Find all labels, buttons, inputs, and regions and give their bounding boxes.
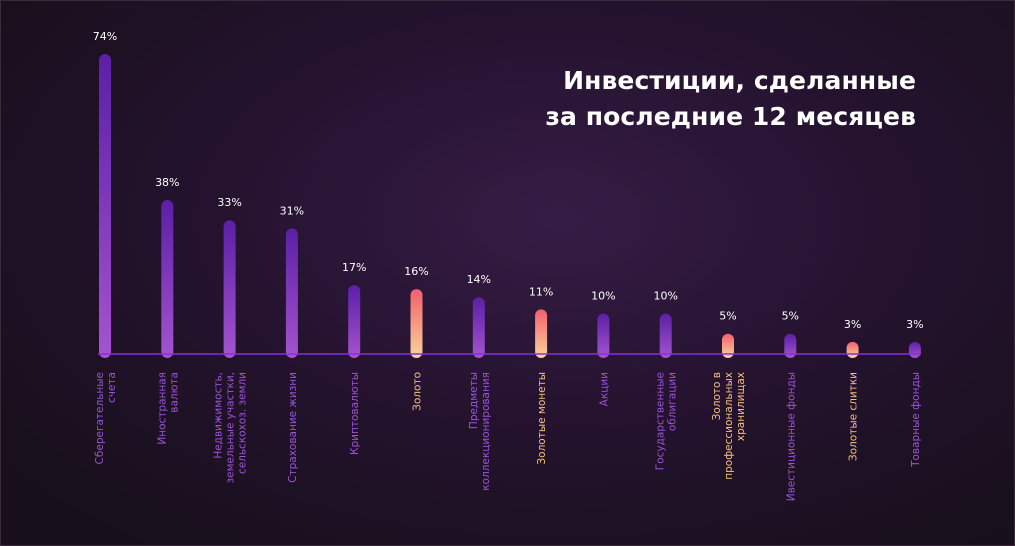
value-label-1: 74% (93, 30, 117, 43)
category-label-11-line-2: профессиональных (723, 372, 735, 480)
value-label-10: 10% (653, 289, 677, 302)
bar-10 (659, 313, 672, 358)
category-label-4-line-1: Страхование жизни (287, 372, 299, 483)
category-label-1-line-2: счета (106, 372, 118, 403)
bar-9 (597, 313, 610, 358)
category-label-5: Криптовалюты (349, 372, 361, 455)
chart-title: Инвестиции, сделанные за последние 12 ме… (545, 63, 916, 135)
category-label-13: Золотые слитки (848, 372, 860, 461)
category-label-10: Государственные облигации (655, 372, 679, 470)
category-label-7: Предметы коллекционирования (468, 372, 492, 491)
category-label-6: Золото (412, 372, 424, 411)
chart-title-line-1: Инвестиции, сделанные (563, 66, 916, 95)
bar-2 (161, 199, 174, 358)
category-label-14: Товарные фонды (910, 372, 922, 468)
category-label-7-line-1: Предметы (468, 372, 480, 429)
chart-title-line-2: за последние 12 месяцев (545, 102, 916, 131)
category-label-3-line-3: сельскохоз. земли (237, 372, 249, 474)
category-label-13-line-1: Золотые слитки (848, 372, 860, 461)
category-label-10-line-1: Государственные (655, 372, 667, 470)
category-label-1: Сберегательные счета (94, 372, 118, 464)
value-label-6: 16% (404, 265, 428, 278)
value-label-5: 17% (342, 261, 366, 274)
bar-12 (784, 333, 797, 358)
bar-6 (410, 289, 423, 358)
category-label-12-line-1: Ивестиционные фонды (785, 372, 797, 501)
value-label-8: 11% (529, 285, 553, 298)
category-label-6-line-1: Золото (412, 372, 424, 411)
category-label-3-line-2: земельные участки, (225, 372, 237, 484)
category-label-12: Ивестиционные фонды (785, 372, 797, 501)
value-label-2: 38% (155, 176, 179, 189)
bar-1 (99, 54, 111, 358)
category-label-11-line-3: хранилищах (735, 372, 747, 441)
category-label-2: Иностранная валюта (156, 372, 180, 445)
category-label-9: Акции (598, 372, 610, 406)
bar-5 (348, 285, 361, 358)
value-label-9: 10% (591, 289, 615, 302)
category-label-10-line-2: облигации (667, 372, 679, 431)
bars-layer: 74% Сберегательные счета 38% Иностранная валю… (93, 30, 924, 501)
category-label-11-line-1: Золото в (711, 372, 723, 420)
value-label-3: 33% (217, 196, 241, 209)
category-label-11: Золото в профессиональных хранилищах (711, 372, 747, 480)
category-label-4: Страхование жизни (287, 372, 299, 483)
value-label-11: 5% (719, 310, 736, 323)
value-label-12: 5% (782, 310, 799, 323)
bar-7 (472, 297, 485, 358)
bar-14 (908, 341, 921, 358)
category-label-8-line-1: Золотые монеты (536, 372, 548, 465)
value-label-4: 31% (280, 204, 304, 217)
category-label-1-line-1: Сберегательные (94, 372, 106, 464)
value-label-7: 14% (467, 273, 491, 286)
category-label-8: Золотые монеты (536, 372, 548, 465)
category-label-5-line-1: Криптовалюты (349, 372, 361, 455)
category-label-3: Недвижимость, земельные участки, сельскохо… (213, 372, 249, 484)
bar-3 (223, 220, 236, 358)
category-label-2-line-1: Иностранная (156, 372, 168, 445)
category-label-2-line-2: валюта (168, 372, 180, 413)
category-label-7-line-2: коллекционирования (480, 372, 492, 491)
bar-4 (285, 228, 298, 358)
category-label-3-line-1: Недвижимость, (213, 372, 225, 459)
bar-11 (722, 333, 734, 358)
bar-8 (535, 309, 548, 358)
value-label-14: 3% (906, 318, 923, 331)
category-label-14-line-1: Товарные фонды (910, 372, 922, 468)
category-label-9-line-1: Акции (598, 372, 610, 406)
value-label-13: 3% (844, 318, 861, 331)
bar-13 (846, 341, 859, 358)
